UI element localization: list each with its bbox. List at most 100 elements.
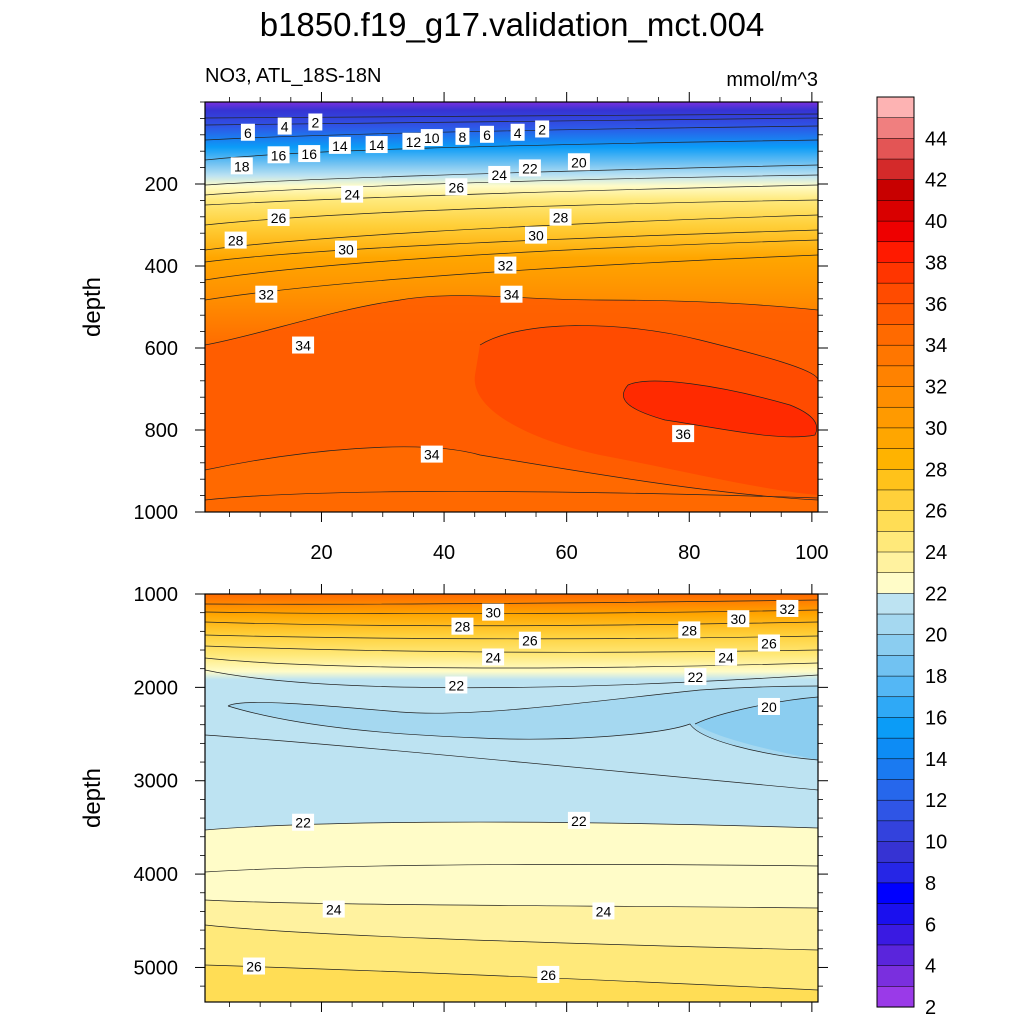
contour-label-bg [672,425,695,443]
contour-label-bg [267,146,290,164]
contour-label-bg [402,132,425,150]
contour-label-bg [445,178,468,196]
contour-label-bg [715,648,738,666]
contour-label-text: 28 [455,619,471,635]
contour-label: 26 [243,957,266,975]
contour-label-bg [510,123,525,141]
colorbar-swatch [876,593,915,615]
subtitle-left: NO3, ATL_18S-18N [205,65,381,87]
colorbar-swatch [876,737,915,760]
contour-label-bg [365,136,388,154]
contour-label-bg [494,256,517,274]
colorbar-swatch [876,386,915,408]
contour-label-text: 6 [244,125,252,141]
contour-label-bg [341,185,364,203]
colorbar-swatch [876,262,915,284]
contour-label: 2 [308,113,323,131]
colorbar-swatch [876,551,915,574]
contour-label: 16 [267,146,290,164]
contour-label: 26 [757,634,780,652]
contour-label: 4 [510,123,525,141]
contour-label-text: 30 [528,228,544,244]
colorbar-label: 12 [925,790,947,812]
x-tick-label: 80 [678,542,700,564]
lower-frame [204,593,819,1003]
contour-label-text: 32 [259,287,275,303]
colorbar-label: 34 [925,335,947,357]
contour-label-bg [488,165,511,183]
contour-label: 30 [727,610,750,628]
colorbar-swatch [876,758,915,781]
contour-label-bg [776,599,799,617]
contour-label-text: 24 [344,187,360,203]
contour-label-text: 28 [553,210,569,226]
contour-label-bg [549,208,572,226]
colorbar-swatch [876,531,915,553]
contour-label-text: 2 [538,121,546,137]
colorbar-swatch [876,448,915,470]
lower-contour-labels: 30 28 26 24 22 32 30 28 26 24 22 20 22 22 24 24 26 26 [243,599,799,983]
colorbar-swatch [876,138,915,160]
colorbar-swatch [876,324,915,346]
contour-label: 16 [298,145,321,163]
contour-label-text: 26 [522,633,538,649]
contour-label-bg [334,240,357,258]
contour-label-bg [451,617,474,635]
contour-label-bg [567,153,590,171]
contour-label-bg [298,145,321,163]
contour-label-bg [420,129,443,147]
colorbar-label: 18 [925,666,947,688]
contour-label-bg [757,697,780,715]
colorbar-label: 10 [925,832,947,854]
colorbar-label: 16 [925,707,947,729]
colorbar-label: 28 [925,459,947,481]
contour-label-bg [255,285,278,303]
contour-label-text: 2 [311,115,319,131]
colorbar-label: 44 [925,128,947,150]
contour-label-text: 16 [301,146,317,162]
contour-label-text: 24 [718,649,734,665]
colorbar-label: 22 [925,583,947,605]
contour-label: 30 [525,226,548,244]
contour-label-bg [592,902,615,920]
contour-label-text: 24 [326,902,342,918]
colorbar-label: 36 [925,294,947,316]
contour-label: 24 [322,900,345,918]
contour-label-bg [277,117,292,135]
contour-label-bg [482,648,505,666]
contour-label-bg [567,811,590,829]
contour-label-text: 6 [483,127,491,143]
y-tick-label: 1000 [134,502,179,524]
contour-label: 6 [240,123,255,141]
colorbar-swatch [876,820,915,843]
colorbar-swatch [876,799,915,822]
contour-label-text: 26 [246,959,262,975]
contour-label: 22 [292,813,315,831]
colorbar-swatch [876,903,915,925]
contour-label-text: 22 [688,669,704,685]
y-tick-label: 800 [145,420,178,442]
lower-panel: 1000 2000 3000 4000 5000 30 28 26 24 22 32 30 28 26 2… [79,584,828,1012]
contour-label-bg [757,634,780,652]
contour-label: 26 [518,631,541,649]
colorbar-swatch [876,365,915,388]
contour-label-text: 28 [681,622,697,638]
contour-label-bg [322,900,345,918]
contour-label-bg [727,610,750,628]
colorbar-swatch [876,303,915,326]
colorbar-swatch [876,717,915,739]
contour-label-text: 24 [491,167,507,183]
colorbar-label: 26 [925,501,947,523]
contour-label-bg [455,127,470,145]
contour-label: 20 [567,153,590,171]
y-tick-label: 1000 [134,584,179,606]
y-tick-label: 400 [145,256,178,278]
contour-label-bg [420,445,443,463]
contour-label: 4 [277,117,292,135]
contour-label-bg [537,965,560,983]
contour-label: 26 [267,209,290,227]
colorbar-swatch [876,344,915,367]
lower-ticks: 1000 2000 3000 4000 5000 [134,584,828,1012]
